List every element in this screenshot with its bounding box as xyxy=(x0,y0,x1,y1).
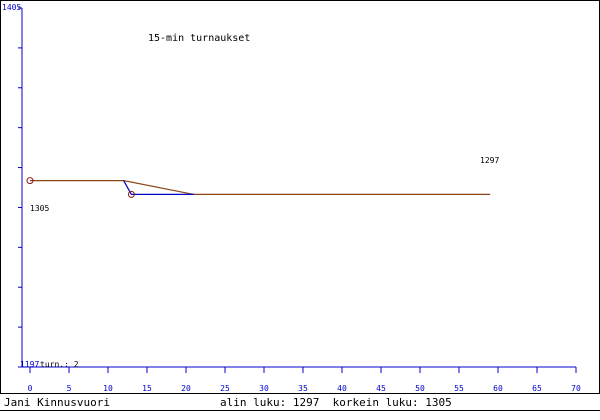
trade-marker-2 xyxy=(127,190,135,198)
y-max-label: 1405 xyxy=(2,3,21,12)
line-chart: 0 5 10 15 20 25 30 35 40 45 50 55 60 65 70 1405 1197 turn… xyxy=(2,3,581,393)
x-tick-label: 50 xyxy=(415,384,425,393)
x-tick-label: 25 xyxy=(220,384,230,393)
x-tick-label: 45 xyxy=(376,384,386,393)
chart-frame xyxy=(0,0,600,394)
x-tick-label: 35 xyxy=(298,384,308,393)
x-tick-label: 0 xyxy=(28,384,33,393)
trade-marker-1 xyxy=(26,177,34,185)
series-line-1 xyxy=(30,179,491,196)
x-tick-label: 40 xyxy=(337,384,347,393)
x-tick-label: 10 xyxy=(103,384,113,393)
x-tick-label: 65 xyxy=(532,384,542,393)
x-tick-label: 55 xyxy=(454,384,464,393)
x-tick-label: 15 xyxy=(142,384,152,393)
bottom-divider xyxy=(0,410,600,411)
turn-count-label: turn.: 2 xyxy=(40,360,79,369)
x-tick-label: 20 xyxy=(181,384,191,393)
x-tick-label: 70 xyxy=(571,384,581,393)
author-name: Jani Kinnusvuori xyxy=(4,396,110,409)
end-value-label: 1297 xyxy=(480,156,499,165)
series-line-2 xyxy=(123,180,194,196)
x-tick-label: 30 xyxy=(259,384,269,393)
y-min-label: 1197 xyxy=(20,360,39,369)
chart-title: 15-min turnaukset xyxy=(148,33,250,44)
start-value-label: 1305 xyxy=(30,204,49,213)
x-tick-label: 60 xyxy=(493,384,503,393)
price-range-summary: alin luku: 1297 korkein luku: 1305 xyxy=(220,396,452,409)
x-tick-label: 5 xyxy=(67,384,72,393)
